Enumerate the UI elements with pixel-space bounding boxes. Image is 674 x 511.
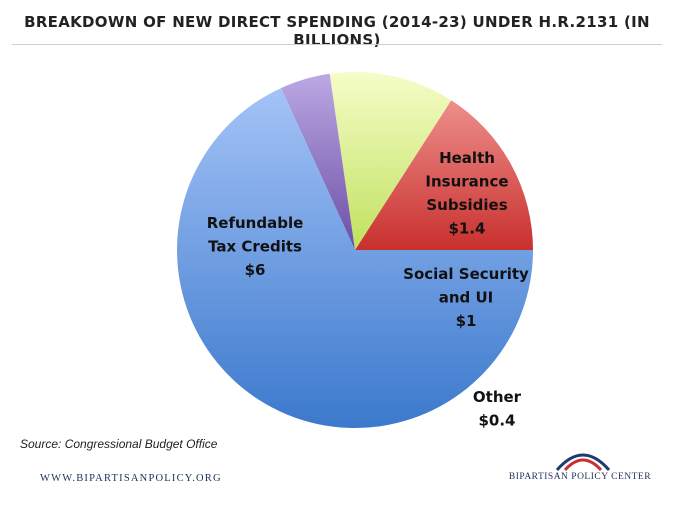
pie-slice-4 <box>177 88 534 429</box>
slice-label-1: Health Insurance Subsidies $1.4 <box>425 149 508 238</box>
slice-label-4: Refundable Tax Credits $6 <box>207 214 304 279</box>
slice-label-2: Social Security and UI $1 <box>403 265 529 330</box>
bipartisan-logo-icon <box>555 453 611 472</box>
slice-label-3: Other $0.4 <box>473 388 522 430</box>
pie-slice-1 <box>355 100 533 250</box>
source-note: Source: Congressional Budget Office <box>20 437 218 451</box>
pie-slice-2 <box>329 71 452 250</box>
title-divider <box>12 44 662 45</box>
org-name: BIPARTISAN POLICY CENTER <box>508 472 652 482</box>
website-url: WWW.BIPARTISANPOLICY.ORG <box>40 473 222 484</box>
pie-slice-3 <box>281 73 355 250</box>
